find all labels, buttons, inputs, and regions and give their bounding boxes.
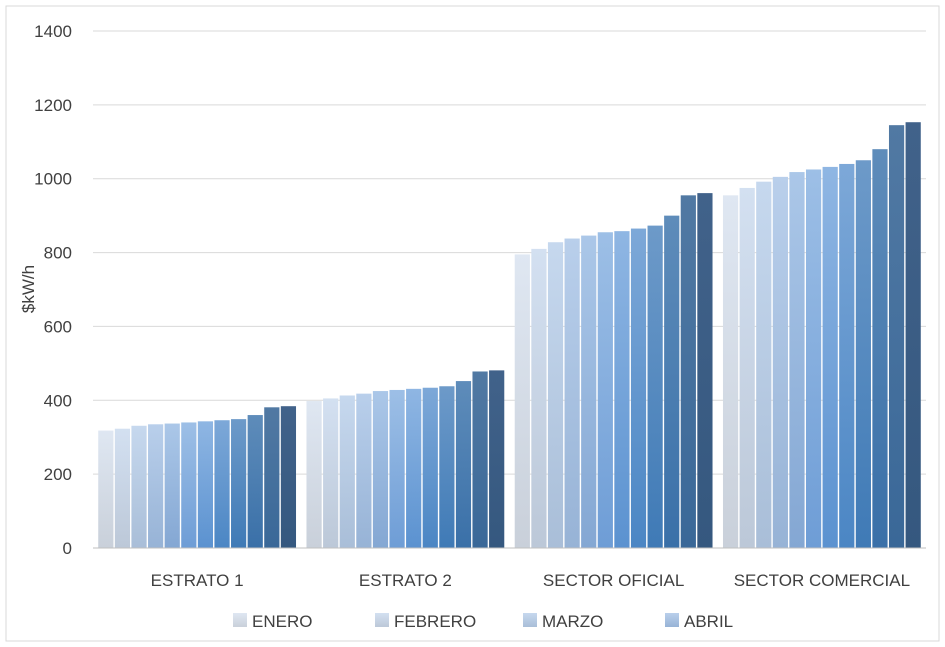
bar — [264, 407, 280, 548]
bar — [872, 149, 888, 548]
bar — [197, 421, 214, 548]
x-tick-label: SECTOR OFICIAL — [543, 571, 684, 590]
bar — [905, 122, 921, 549]
y-tick-label: 1000 — [34, 170, 72, 189]
bar — [789, 172, 805, 548]
y-tick-label: 200 — [44, 465, 72, 484]
y-tick-label: 400 — [44, 391, 72, 410]
axes: 0 200 400 600 800 1000 1200 1400 ESTRATO 1 ESTRAT… — [34, 22, 926, 590]
bar — [406, 388, 422, 548]
legend-label: ENERO — [252, 612, 312, 631]
bar — [722, 195, 739, 548]
x-tick-label: ESTRATO 1 — [151, 571, 244, 590]
bar — [514, 254, 530, 549]
bar — [547, 242, 564, 548]
bar — [339, 395, 355, 548]
bar — [564, 238, 580, 548]
bar — [98, 430, 114, 548]
bar — [389, 389, 405, 548]
bar — [114, 428, 131, 548]
y-tick-label: 800 — [44, 244, 72, 263]
legend-swatch — [523, 613, 537, 627]
bar — [247, 415, 263, 548]
bar — [647, 225, 663, 548]
x-tick-label: SECTOR COMERCIAL — [734, 571, 910, 590]
bar — [756, 181, 772, 548]
y-tick-label: 600 — [44, 317, 72, 336]
bar — [306, 401, 322, 548]
bar — [531, 248, 547, 548]
bar — [597, 232, 613, 548]
bar — [855, 160, 871, 548]
bars — [98, 122, 921, 549]
bar — [148, 424, 164, 548]
bar — [839, 163, 855, 548]
legend-swatch — [665, 613, 679, 627]
bar — [439, 386, 455, 548]
bar — [131, 425, 147, 548]
y-axis-label: $kW/h — [19, 265, 38, 313]
legend-label: ABRIL — [684, 612, 733, 631]
legend-swatch — [375, 613, 389, 627]
bar — [680, 195, 696, 548]
bar — [472, 371, 488, 548]
bar — [489, 370, 505, 548]
y-tick-label: 1200 — [34, 96, 72, 115]
legend-label: FEBRERO — [394, 612, 476, 631]
legend-swatch — [233, 613, 247, 627]
bar — [822, 166, 838, 548]
bar — [422, 387, 438, 548]
bar — [664, 215, 680, 548]
bar — [772, 176, 788, 548]
bar — [231, 419, 247, 548]
bar — [455, 381, 472, 548]
bar — [697, 193, 713, 548]
bar — [280, 406, 297, 548]
bar — [739, 187, 755, 549]
bar — [888, 125, 905, 549]
legend-label: MARZO — [542, 612, 603, 631]
bar — [164, 423, 180, 548]
y-tick-label: 1400 — [34, 22, 72, 41]
x-tick-label: ESTRATO 2 — [359, 571, 452, 590]
legend: ENERO FEBRERO MARZO ABRIL — [233, 612, 733, 631]
bar — [614, 231, 630, 548]
bar — [356, 393, 372, 548]
y-tick-label: 0 — [63, 539, 72, 558]
bar — [181, 422, 197, 548]
bar — [323, 398, 339, 548]
bar — [372, 391, 389, 548]
bar — [630, 228, 647, 548]
bar — [214, 420, 230, 548]
bar — [581, 235, 597, 548]
bar — [805, 169, 822, 548]
